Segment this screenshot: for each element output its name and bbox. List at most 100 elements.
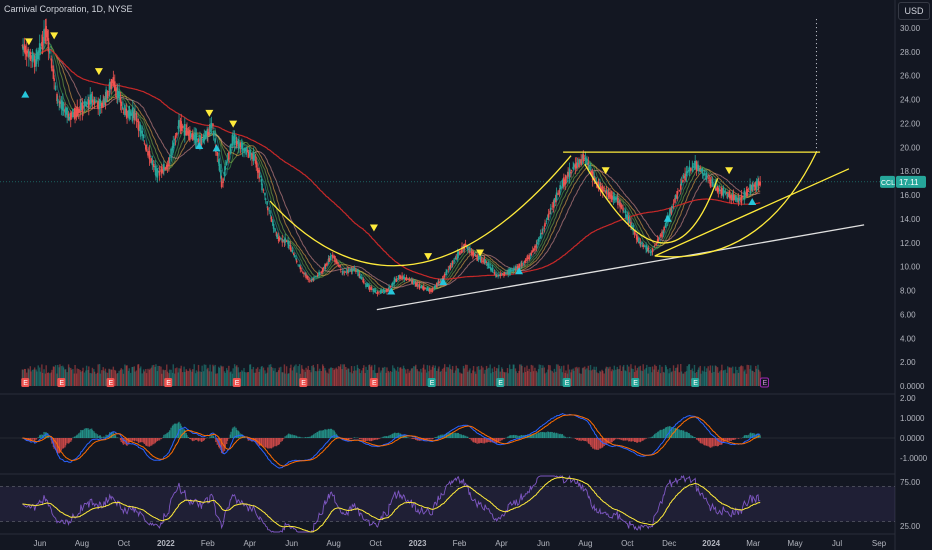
volume-bar [436,370,438,386]
macd-bar [597,438,600,450]
volume-bar [628,372,631,386]
macd-bar [749,433,751,438]
volume-bar [257,367,259,386]
candle-body [261,183,263,191]
volume-bar [249,364,251,386]
volume-bar [445,371,447,386]
volume-bar [457,368,460,386]
macd-bar [96,434,99,438]
volume-bar [597,373,600,386]
macd-bar [708,438,711,447]
candle-body [451,262,453,266]
macd-bar [757,433,759,438]
macd-bar [482,438,484,444]
macd-bar [89,428,91,438]
macd-bar [33,438,36,442]
candle-body [717,187,720,192]
price-tick-label: 14.00 [900,215,921,224]
volume-bar [218,367,221,386]
candle-body [149,156,151,158]
macd-bar [70,438,72,442]
volume-bar [178,368,180,386]
volume-bar [582,367,584,386]
volume-bar [518,370,520,386]
macd-bar [268,438,270,449]
macd-bar [645,438,647,439]
candle-body [54,85,57,91]
candle-body [674,198,676,203]
price-tick-label: 12.00 [900,239,921,248]
candle-body [72,109,74,118]
volume-bar [699,365,701,386]
volume-bar [590,370,592,386]
earnings-marker [299,378,308,387]
candle-body [573,165,575,167]
macd-bar [137,438,140,443]
macd-bar [655,432,657,438]
volume-bar [401,368,403,386]
volume-bar [50,372,52,386]
volume-bar [476,366,478,386]
buy-signal-marker [21,90,30,98]
buy-signal-marker [663,214,672,222]
macd-bar [358,438,361,439]
candle-body [688,166,691,172]
currency-button[interactable]: USD [898,2,930,20]
candle-body [744,192,746,197]
macd-bar [632,438,634,442]
candle-body [304,273,307,276]
buy-signal-marker [195,141,204,149]
candle-body [295,257,297,260]
macd-bar [663,428,665,438]
volume-bar [752,371,754,386]
candle-body [186,128,188,135]
macd-bar [172,424,174,438]
candle-body [574,163,577,169]
candle-body [321,268,324,273]
candle-body [253,155,255,161]
ticker-badge: CCL [881,180,895,187]
candle-body [469,248,471,251]
volume-bar [705,371,707,386]
macd-bar [428,438,430,440]
candle-body [216,152,219,156]
volume-bar [532,365,534,386]
volume-bar [102,367,104,386]
candle-body [60,100,63,110]
chart-title: Carnival Corporation, 1D, NYSE [4,4,133,14]
candle-body [487,263,490,269]
candle-body [362,279,364,283]
volume-bar [363,365,365,386]
macd-bar [111,431,113,438]
macd-bar [474,438,476,443]
volume-bar [131,367,133,386]
volume-bar [555,364,558,386]
macd-bar [290,434,292,438]
candle-body [432,288,434,290]
candle-body [657,239,660,242]
volume-bar [536,372,538,386]
macd-bar [155,438,157,443]
volume-bar [381,367,384,386]
volume-bar [593,366,595,386]
candle-body [59,101,61,104]
candle-body [177,126,180,129]
candle-body [368,284,370,289]
macd-bar [711,438,714,447]
candle-body [276,234,279,239]
candle-body [108,90,110,92]
candle-body [83,101,86,107]
volume-bar [678,372,681,386]
candle-body [597,181,600,189]
candle-body [728,192,730,198]
volume-bar [405,369,407,386]
candle-body [538,238,541,239]
volume-bar [653,369,655,386]
macd-bar [667,426,669,438]
macd-bar [651,436,654,438]
macd-bar [440,434,442,438]
macd-bar [349,438,351,439]
volume-bar [483,373,486,386]
macd-bar [588,438,590,445]
